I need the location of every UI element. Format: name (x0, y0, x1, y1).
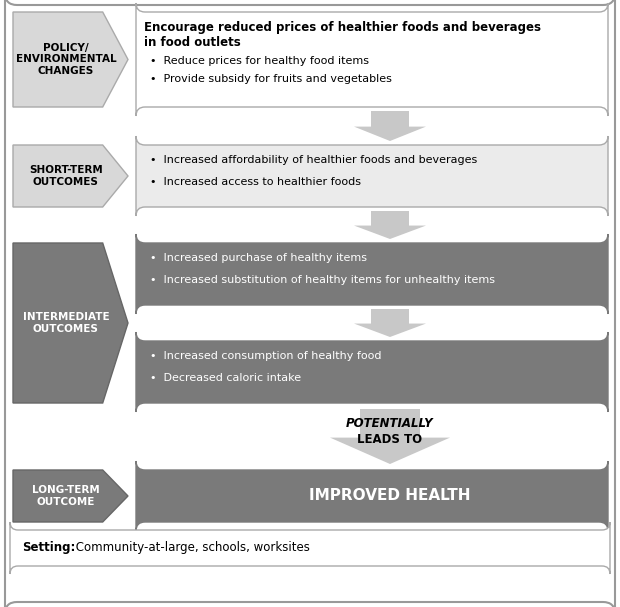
Text: SHORT-TERM
OUTCOMES: SHORT-TERM OUTCOMES (29, 165, 103, 187)
Polygon shape (13, 12, 128, 107)
Text: •  Increased access to healthier foods: • Increased access to healthier foods (150, 177, 361, 187)
Text: POTENTIALLY: POTENTIALLY (346, 417, 434, 430)
Text: LONG-TERM
OUTCOME: LONG-TERM OUTCOME (32, 485, 100, 507)
Text: Setting:: Setting: (22, 541, 76, 555)
FancyBboxPatch shape (136, 332, 608, 412)
Text: •  Increased purchase of healthy items: • Increased purchase of healthy items (150, 253, 367, 263)
Text: LEADS TO: LEADS TO (358, 433, 423, 446)
Text: POLICY/
ENVIRONMENTAL
CHANGES: POLICY/ ENVIRONMENTAL CHANGES (16, 43, 116, 76)
FancyBboxPatch shape (136, 136, 608, 216)
Polygon shape (354, 309, 426, 337)
Polygon shape (13, 145, 128, 207)
Polygon shape (354, 211, 426, 239)
Text: •  Increased substitution of healthy items for unhealthy items: • Increased substitution of healthy item… (150, 275, 495, 285)
Polygon shape (13, 470, 128, 522)
FancyBboxPatch shape (136, 234, 608, 314)
Text: •  Increased consumption of healthy food: • Increased consumption of healthy food (150, 351, 381, 361)
Text: INTERMEDIATE
OUTCOMES: INTERMEDIATE OUTCOMES (22, 312, 109, 334)
Text: IMPROVED HEALTH: IMPROVED HEALTH (309, 489, 471, 503)
Polygon shape (330, 409, 450, 464)
Text: •  Decreased caloric intake: • Decreased caloric intake (150, 373, 301, 383)
Text: •  Increased affordability of healthier foods and beverages: • Increased affordability of healthier f… (150, 155, 477, 165)
Polygon shape (354, 111, 426, 141)
FancyBboxPatch shape (5, 0, 615, 607)
FancyBboxPatch shape (136, 3, 608, 116)
Polygon shape (13, 243, 128, 403)
Text: Community-at-large, schools, worksites: Community-at-large, schools, worksites (72, 541, 310, 555)
Text: •  Reduce prices for healthy food items: • Reduce prices for healthy food items (150, 56, 369, 66)
FancyBboxPatch shape (136, 461, 608, 531)
Text: •  Provide subsidy for fruits and vegetables: • Provide subsidy for fruits and vegetab… (150, 74, 392, 84)
Text: Encourage reduced prices of healthier foods and beverages
in food outlets: Encourage reduced prices of healthier fo… (144, 21, 541, 49)
FancyBboxPatch shape (10, 522, 610, 574)
